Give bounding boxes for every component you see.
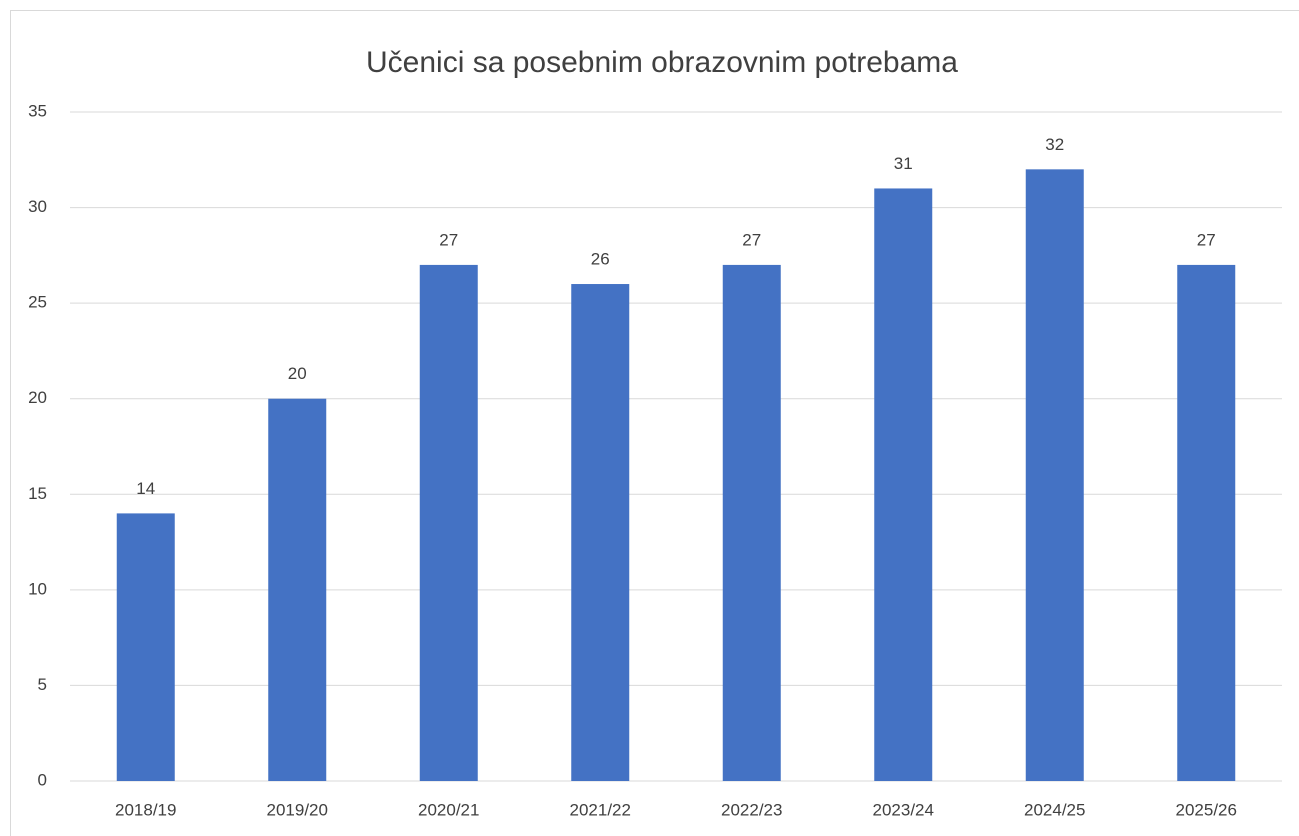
y-tick-label: 10 [28, 579, 47, 598]
y-tick-label: 30 [28, 197, 47, 216]
data-label: 27 [439, 230, 458, 249]
y-tick-label: 20 [28, 388, 47, 407]
data-label: 32 [1045, 135, 1064, 154]
bar [1177, 264, 1236, 781]
bar [419, 264, 478, 781]
data-label: 27 [1197, 230, 1216, 249]
data-label: 14 [136, 479, 155, 498]
x-tick-label: 2022/23 [721, 800, 782, 819]
bar [722, 264, 781, 781]
x-tick-label: 2025/26 [1176, 800, 1237, 819]
y-tick-label: 15 [28, 484, 47, 503]
data-label: 20 [288, 364, 307, 383]
x-tick-label: 2018/19 [115, 800, 176, 819]
x-tick-label: 2021/22 [570, 800, 631, 819]
data-label: 27 [742, 230, 761, 249]
bar [116, 513, 175, 781]
bar [571, 284, 630, 781]
y-tick-label: 35 [28, 101, 47, 120]
x-tick-label: 2023/24 [873, 800, 934, 819]
y-tick-label: 0 [38, 770, 47, 789]
x-tick-label: 2024/25 [1024, 800, 1085, 819]
bar [1025, 169, 1084, 782]
x-tick-label: 2020/21 [418, 800, 479, 819]
bar [268, 398, 327, 781]
data-label: 31 [894, 154, 913, 173]
y-tick-label: 5 [38, 675, 47, 694]
bar [874, 188, 933, 781]
chart-title: Učenici sa posebnim obrazovnim potrebama [366, 46, 958, 79]
chart-border [10, 10, 1299, 836]
y-tick-label: 25 [28, 293, 47, 312]
x-tick-label: 2019/20 [267, 800, 328, 819]
data-label: 26 [591, 250, 610, 269]
